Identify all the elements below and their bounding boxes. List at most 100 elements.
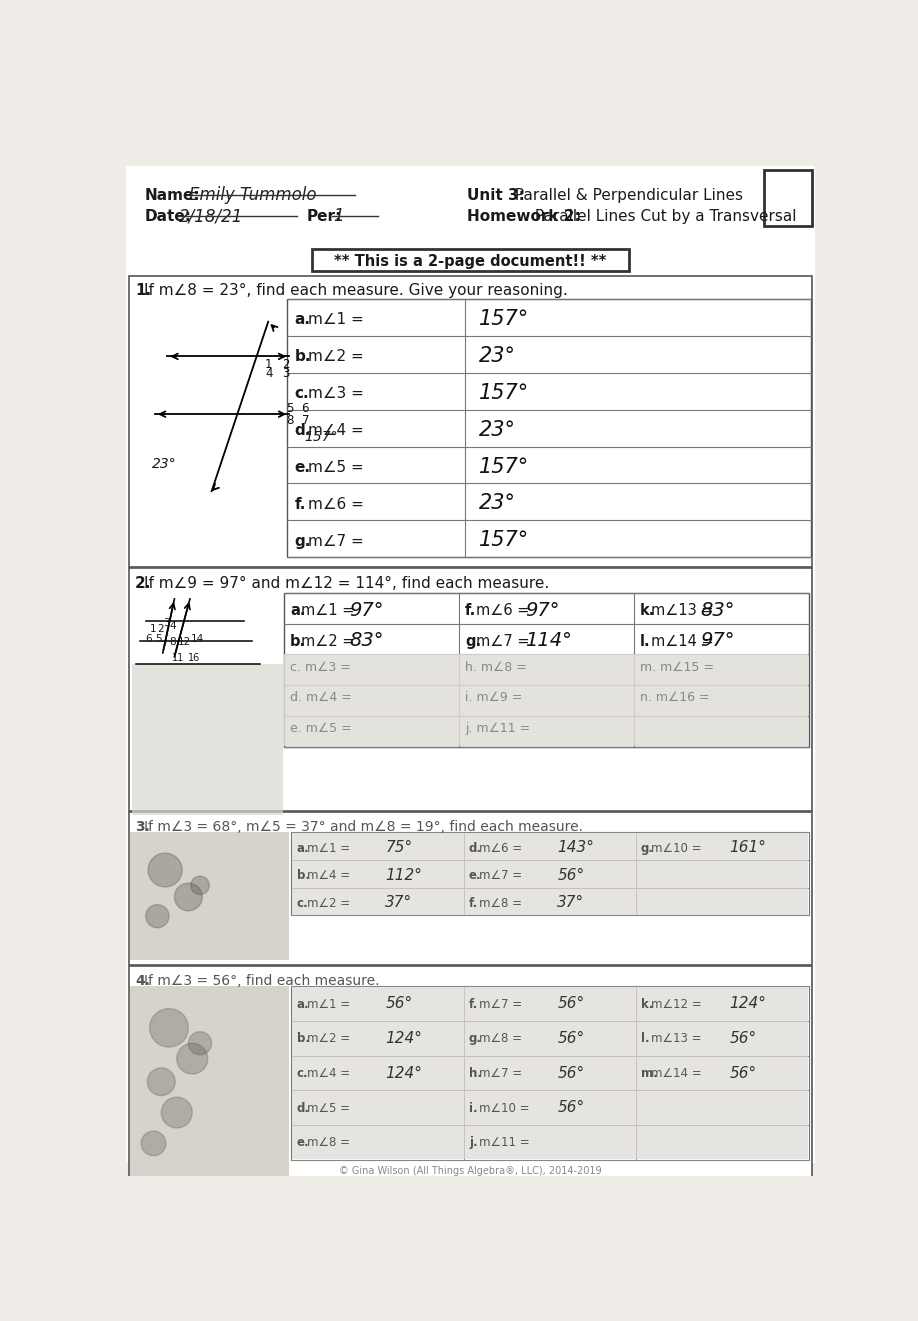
Text: 97°: 97° <box>525 601 559 620</box>
Text: 97°: 97° <box>350 601 384 620</box>
Text: 75°: 75° <box>386 840 412 855</box>
Text: m∠6 =: m∠6 = <box>479 841 522 855</box>
Text: d.: d. <box>295 423 311 437</box>
Text: Emily Tummolo: Emily Tummolo <box>189 186 317 205</box>
Text: 3: 3 <box>162 618 170 629</box>
Text: g.: g. <box>295 534 311 548</box>
Text: 6: 6 <box>301 402 309 415</box>
Text: m∠1 =: m∠1 = <box>307 997 350 1011</box>
Bar <box>286 299 811 557</box>
Text: 124°: 124° <box>386 1066 422 1081</box>
Text: If m∠8 = 23°, find each measure. Give your reasoning.: If m∠8 = 23°, find each measure. Give yo… <box>144 283 568 299</box>
Text: m∠7 =: m∠7 = <box>476 634 530 649</box>
Text: 56°: 56° <box>557 996 585 1012</box>
Circle shape <box>188 1032 212 1054</box>
Text: m∠1 =: m∠1 = <box>307 841 350 855</box>
Text: b.: b. <box>290 634 306 649</box>
Text: 2/18/21: 2/18/21 <box>179 207 243 225</box>
Bar <box>129 812 812 964</box>
Text: n. m∠16 =: n. m∠16 = <box>640 691 710 704</box>
Bar <box>291 832 809 915</box>
Text: m∠8 =: m∠8 = <box>479 1033 522 1045</box>
Text: m∠11 =: m∠11 = <box>479 1136 530 1149</box>
Text: 112°: 112° <box>386 868 422 882</box>
Text: f.: f. <box>465 602 476 618</box>
Text: g.: g. <box>641 841 654 855</box>
Text: 56°: 56° <box>729 1030 756 1046</box>
Text: 4.: 4. <box>135 974 150 988</box>
Circle shape <box>148 853 182 886</box>
Text: m∠8 =: m∠8 = <box>307 1136 350 1149</box>
Bar <box>292 987 809 1159</box>
Text: b.: b. <box>295 349 311 363</box>
Text: 56°: 56° <box>557 1066 585 1081</box>
Text: 157°: 157° <box>305 429 338 444</box>
Text: 1: 1 <box>150 624 156 634</box>
Text: 2.: 2. <box>135 576 151 590</box>
Text: 7: 7 <box>301 415 309 427</box>
Text: 124°: 124° <box>386 1030 422 1046</box>
Text: m∠1 =: m∠1 = <box>301 602 354 618</box>
Text: 2: 2 <box>282 358 290 371</box>
Text: c.: c. <box>297 1067 308 1081</box>
Text: 37°: 37° <box>557 896 585 910</box>
Text: c.: c. <box>297 897 308 910</box>
Text: 23°: 23° <box>152 457 176 470</box>
Text: 56°: 56° <box>729 1066 756 1081</box>
Text: b.: b. <box>297 869 310 882</box>
Text: 11: 11 <box>172 653 185 663</box>
Text: m.: m. <box>641 1067 657 1081</box>
Text: m∠5 =: m∠5 = <box>307 1102 350 1115</box>
Text: d.: d. <box>297 1102 310 1115</box>
Text: 83°: 83° <box>700 601 734 620</box>
Text: m∠2 =: m∠2 = <box>301 634 354 649</box>
Text: 4: 4 <box>169 621 175 630</box>
Text: c.: c. <box>295 386 309 400</box>
Circle shape <box>174 884 202 910</box>
Bar <box>130 987 289 1181</box>
Text: ** This is a 2-page document!! **: ** This is a 2-page document!! ** <box>334 254 607 269</box>
Text: j. m∠11 =: j. m∠11 = <box>465 723 531 736</box>
Text: 14: 14 <box>191 634 204 643</box>
Text: © Gina Wilson (All Things Algebra®, LLC), 2014-2019: © Gina Wilson (All Things Algebra®, LLC)… <box>339 1165 602 1176</box>
Text: 37°: 37° <box>386 896 412 910</box>
Text: 23°: 23° <box>479 420 516 440</box>
Text: 56°: 56° <box>557 1100 585 1115</box>
Text: m∠10 =: m∠10 = <box>651 841 701 855</box>
Text: 8: 8 <box>169 638 175 647</box>
Text: 143°: 143° <box>557 840 594 855</box>
Text: 1: 1 <box>333 207 344 225</box>
Text: 97°: 97° <box>700 631 734 650</box>
Text: 5: 5 <box>155 634 162 643</box>
Text: a.: a. <box>297 841 309 855</box>
Text: m∠2 =: m∠2 = <box>307 897 350 910</box>
Text: Per:: Per: <box>307 209 342 223</box>
Text: m∠7 =: m∠7 = <box>479 997 522 1011</box>
Circle shape <box>177 1044 207 1074</box>
Text: 23°: 23° <box>479 494 516 514</box>
Text: k.: k. <box>641 997 654 1011</box>
Text: 114°: 114° <box>525 631 572 650</box>
Text: m∠6 =: m∠6 = <box>308 497 364 511</box>
Text: If m∠9 = 97° and m∠12 = 114°, find each measure.: If m∠9 = 97° and m∠12 = 114°, find each … <box>144 576 550 590</box>
Text: f.: f. <box>469 997 478 1011</box>
Text: m∠13 =: m∠13 = <box>651 1033 701 1045</box>
Text: f.: f. <box>295 497 306 511</box>
Text: 124°: 124° <box>729 996 767 1012</box>
Text: k.: k. <box>640 602 655 618</box>
Text: 8: 8 <box>286 415 294 427</box>
Bar <box>132 664 283 815</box>
Text: e.: e. <box>469 869 482 882</box>
Text: Parallel Lines Cut by a Transversal: Parallel Lines Cut by a Transversal <box>531 209 797 223</box>
Text: 5: 5 <box>286 402 294 415</box>
Text: l.: l. <box>640 634 651 649</box>
Text: If m∠3 = 68°, m∠5 = 37° and m∠8 = 19°, find each measure.: If m∠3 = 68°, m∠5 = 37° and m∠8 = 19°, f… <box>144 820 583 834</box>
Text: 161°: 161° <box>729 840 767 855</box>
Text: m∠1 =: m∠1 = <box>308 312 364 326</box>
Text: a.: a. <box>290 602 306 618</box>
Text: 1: 1 <box>265 358 273 371</box>
Text: j.: j. <box>469 1136 477 1149</box>
Text: d. m∠4 =: d. m∠4 = <box>290 691 352 704</box>
Text: 56°: 56° <box>386 996 412 1012</box>
Text: 157°: 157° <box>479 457 530 477</box>
